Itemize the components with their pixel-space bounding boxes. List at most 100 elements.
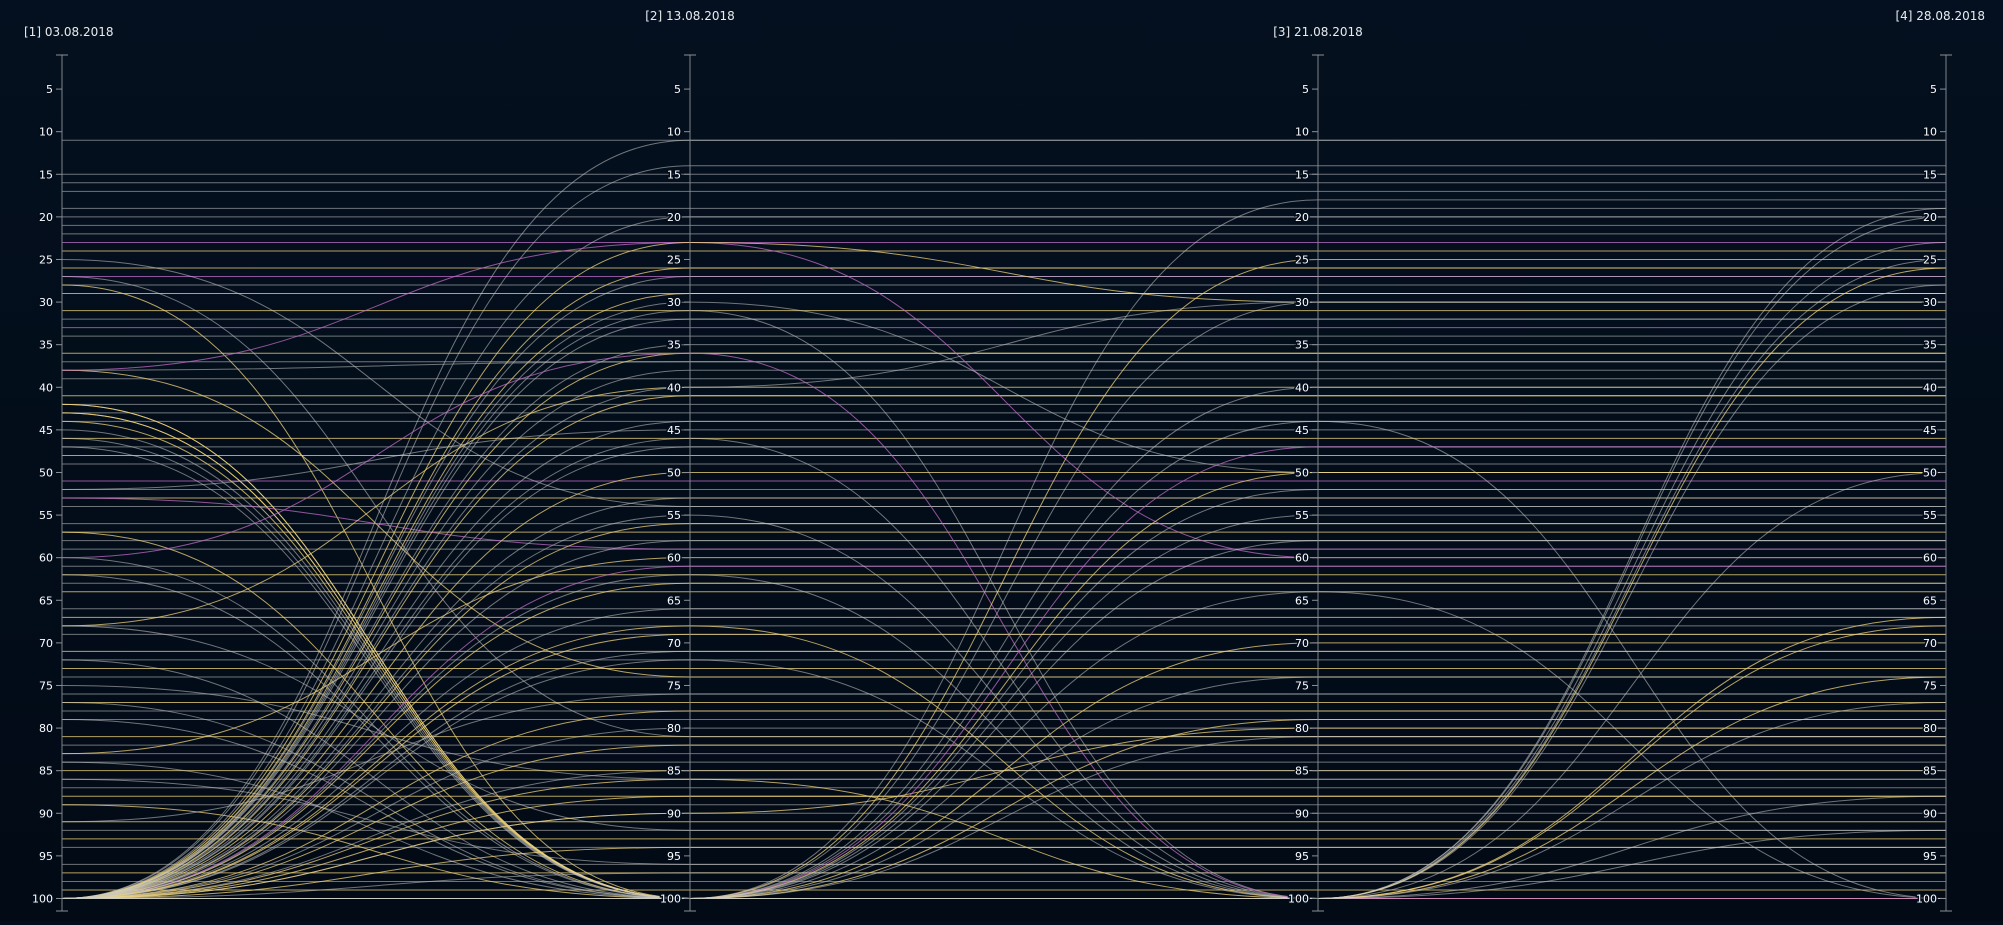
y-tick-label: 60 bbox=[1923, 552, 1937, 565]
series-line-74 bbox=[61, 361, 1946, 371]
y-tick-label: 10 bbox=[667, 126, 681, 139]
y-tick-label: 95 bbox=[39, 850, 53, 863]
y-tick-label: 65 bbox=[39, 594, 53, 607]
series-line-118 bbox=[61, 582, 1946, 899]
y-tick-label: 90 bbox=[1295, 807, 1309, 820]
series-line-110 bbox=[61, 395, 1946, 899]
series-line-90 bbox=[61, 625, 1946, 831]
series-line-158 bbox=[61, 207, 1947, 899]
y-tick-label: 45 bbox=[39, 424, 53, 437]
series-line-71 bbox=[61, 258, 1946, 508]
y-tick-label: 30 bbox=[39, 296, 53, 309]
y-tick-label: 10 bbox=[39, 126, 53, 139]
y-tick-label: 100 bbox=[1288, 892, 1309, 905]
y-tick-label: 95 bbox=[667, 850, 681, 863]
y-tick-label: 65 bbox=[667, 594, 681, 607]
series-line-109 bbox=[61, 369, 1946, 899]
y-tick-label: 90 bbox=[667, 807, 681, 820]
y-tick-label: 35 bbox=[667, 339, 681, 352]
y-tick-label: 10 bbox=[1923, 126, 1937, 139]
y-tick-label: 35 bbox=[39, 339, 53, 352]
y-tick-label: 25 bbox=[667, 253, 681, 266]
series-line-129 bbox=[61, 872, 1946, 899]
y-tick-label: 60 bbox=[39, 552, 53, 565]
y-tick-label: 90 bbox=[39, 807, 53, 820]
series-line-128 bbox=[61, 846, 1946, 899]
series-line-105 bbox=[61, 293, 1946, 899]
series-line-115 bbox=[61, 523, 1946, 899]
series-line-168 bbox=[61, 702, 1947, 899]
y-tick-label: 50 bbox=[39, 466, 53, 479]
y-tick-label: 45 bbox=[667, 424, 681, 437]
y-tick-label: 50 bbox=[1295, 466, 1309, 479]
y-tick-label: 25 bbox=[1295, 253, 1309, 266]
y-tick-label: 55 bbox=[1923, 509, 1937, 522]
y-tick-label: 35 bbox=[1295, 339, 1309, 352]
series-line-170 bbox=[61, 829, 1947, 899]
y-tick-label: 35 bbox=[1923, 339, 1937, 352]
y-tick-label: 65 bbox=[1295, 594, 1309, 607]
axis-date-label-3: [3] 21.08.2018 bbox=[1273, 25, 1363, 39]
series-line-85 bbox=[61, 497, 1946, 550]
y-tick-label: 75 bbox=[667, 679, 681, 692]
series-line-102 bbox=[61, 216, 1946, 899]
y-tick-label: 25 bbox=[39, 253, 53, 266]
series-line-156 bbox=[61, 719, 1946, 899]
y-tick-label: 85 bbox=[1295, 765, 1309, 778]
series-line-106 bbox=[61, 318, 1946, 899]
series-line-100 bbox=[61, 139, 1946, 899]
y-tick-label: 40 bbox=[667, 381, 681, 394]
y-tick-label: 95 bbox=[1923, 850, 1937, 863]
y-tick-label: 20 bbox=[1923, 211, 1937, 224]
y-tick-label: 55 bbox=[667, 509, 681, 522]
y-tick-label: 70 bbox=[1923, 637, 1937, 650]
y-tick-label: 30 bbox=[1923, 296, 1937, 309]
axis-date-label-1: [1] 03.08.2018 bbox=[24, 25, 114, 39]
series-line-97 bbox=[61, 778, 1946, 865]
y-tick-label: 75 bbox=[1295, 679, 1309, 692]
y-tick-label: 95 bbox=[1295, 850, 1309, 863]
series-line-120 bbox=[61, 633, 1946, 899]
y-tick-label: 45 bbox=[1295, 424, 1309, 437]
y-tick-label: 5 bbox=[1930, 83, 1937, 96]
axis-labels: 5 10 15 20 25 30 35 40 45 50 55 60 65 70 75 80 85 90 95 100… bbox=[24, 9, 1985, 907]
series-line-125 bbox=[61, 770, 1946, 899]
series-line-111 bbox=[61, 420, 1946, 899]
y-tick-label: 100 bbox=[660, 892, 681, 905]
series-line-98 bbox=[61, 804, 1946, 899]
y-tick-label: 10 bbox=[1295, 126, 1309, 139]
y-tick-label: 70 bbox=[667, 637, 681, 650]
y-tick-label: 20 bbox=[1295, 211, 1309, 224]
y-tick-label: 15 bbox=[39, 168, 53, 181]
series-line-141 bbox=[61, 352, 1946, 899]
series-line-124 bbox=[61, 744, 1946, 899]
series-line-131 bbox=[61, 241, 1946, 899]
y-tick-label: 85 bbox=[1923, 765, 1937, 778]
series-line-126 bbox=[61, 795, 1946, 899]
axis-date-label-2: [2] 13.08.2018 bbox=[645, 9, 735, 23]
ranking-lines bbox=[61, 139, 1947, 899]
y-tick-label: 60 bbox=[1295, 552, 1309, 565]
series-line-104 bbox=[61, 276, 1946, 899]
y-tick-label: 20 bbox=[39, 211, 53, 224]
y-tick-label: 25 bbox=[1923, 253, 1937, 266]
y-tick-label: 30 bbox=[1295, 296, 1309, 309]
y-tick-label: 75 bbox=[1923, 679, 1937, 692]
axis-date-label-4: [4] 28.08.2018 bbox=[1895, 9, 1985, 23]
series-line-81 bbox=[61, 429, 1946, 899]
series-line-117 bbox=[61, 565, 1946, 899]
y-tick-label: 55 bbox=[39, 509, 53, 522]
series-line-101 bbox=[61, 165, 1946, 899]
series-line-84 bbox=[61, 429, 1946, 491]
y-tick-label: 60 bbox=[667, 552, 681, 565]
series-line-157 bbox=[61, 736, 1946, 899]
y-tick-label: 70 bbox=[1295, 637, 1309, 650]
y-tick-label: 80 bbox=[667, 722, 681, 735]
series-line-127 bbox=[61, 812, 1946, 899]
y-tick-label: 50 bbox=[667, 466, 681, 479]
y-tick-label: 80 bbox=[1923, 722, 1937, 735]
series-line-114 bbox=[61, 497, 1946, 899]
rank-axes bbox=[56, 54, 1952, 912]
